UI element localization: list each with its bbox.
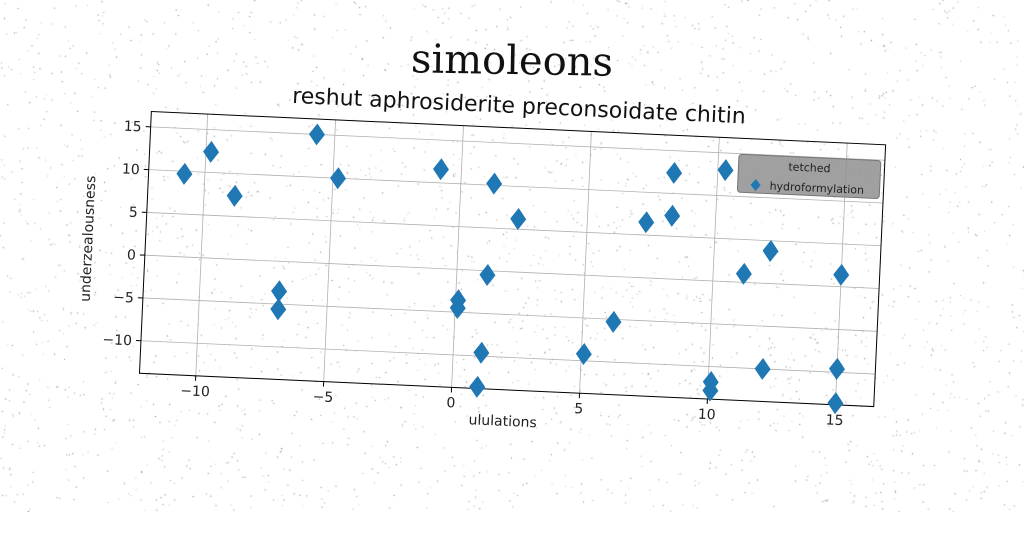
data-point	[308, 123, 325, 146]
legend-title: tetched	[788, 160, 831, 175]
data-point	[226, 184, 243, 207]
y-tick-label: −5	[113, 290, 134, 307]
data-point	[664, 204, 681, 227]
x-grid-line	[324, 120, 336, 382]
y-tick-label: −10	[102, 332, 132, 349]
data-point	[479, 264, 496, 287]
data-point	[330, 167, 347, 190]
data-point	[717, 159, 734, 182]
data-point	[473, 341, 490, 364]
data-point	[638, 211, 655, 234]
x-grid-line	[707, 137, 719, 399]
data-point	[828, 358, 845, 381]
data-point	[833, 263, 850, 286]
y-tick-label: 15	[123, 119, 142, 136]
data-point	[270, 298, 287, 321]
y-axis-ticks: −10 −5 0 5 10 15	[102, 118, 151, 350]
data-point	[510, 208, 527, 231]
y-axis-label: underzealousness	[78, 175, 100, 302]
y-tick-label: 10	[122, 161, 141, 178]
data-point	[754, 358, 771, 381]
data-point	[203, 141, 220, 164]
data-point	[827, 392, 844, 415]
data-point	[666, 162, 683, 185]
x-tick-label: 5	[574, 401, 584, 417]
data-point	[469, 375, 486, 398]
data-point	[486, 172, 503, 195]
y-tick-label: 5	[128, 205, 138, 221]
data-point	[433, 158, 450, 181]
y-grid-line	[151, 127, 885, 160]
chart-title: reshut aphrosiderite preconsoidate chiti…	[292, 84, 747, 130]
x-tick-label: −10	[180, 383, 210, 400]
x-tick-label: 0	[446, 395, 456, 411]
data-point	[605, 311, 622, 334]
x-axis-label: ululations	[468, 412, 537, 431]
legend: tetched hydroformylation	[737, 154, 881, 198]
x-tick-label: 15	[825, 412, 844, 429]
y-tick-label: 0	[127, 247, 137, 263]
data-point	[575, 343, 592, 366]
y-grid-line	[143, 298, 877, 331]
data-point	[176, 162, 193, 185]
x-grid-line	[452, 126, 464, 388]
x-tick-label: −5	[312, 389, 333, 406]
x-tick-label: 10	[697, 407, 716, 424]
data-point	[762, 240, 779, 263]
